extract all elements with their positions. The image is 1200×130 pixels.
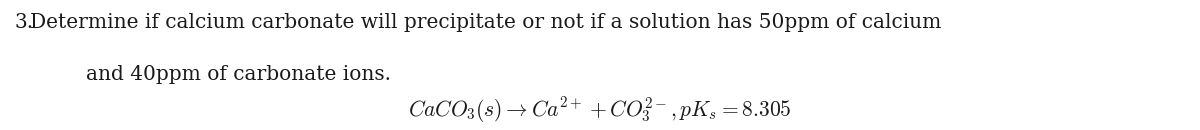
Text: and 40ppm of carbonate ions.: and 40ppm of carbonate ions. xyxy=(86,65,391,84)
Text: 3.: 3. xyxy=(14,13,34,32)
Text: Determine if calcium carbonate will precipitate or not if a solution has 50ppm o: Determine if calcium carbonate will prec… xyxy=(30,13,941,32)
Text: $\mathit{CaCO_3(s) \rightarrow Ca^{2+} + CO_3^{2-}, pK_s = 8.305}$: $\mathit{CaCO_3(s) \rightarrow Ca^{2+} +… xyxy=(408,95,792,125)
